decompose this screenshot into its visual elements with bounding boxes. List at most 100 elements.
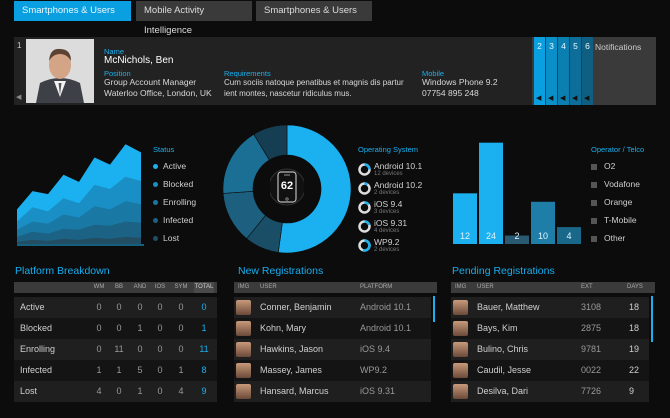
table-row[interactable]: Enrolling 0 11 0 0 0 11 [14,339,217,360]
avatar [453,384,468,399]
legend-label: Lost [163,233,180,243]
list-item[interactable]: Conner, Benjamin Android 10.1 [234,297,431,318]
list-item[interactable]: Massey, James WP9.2 [234,360,431,381]
platform-value: Android 10.1 [360,323,412,333]
os-legend-item[interactable]: iOS 9.31 4 devices [358,218,438,238]
column-header-ios[interactable]: IOS [154,284,166,290]
os-legend-item[interactable]: Android 10.1 12 devices [358,161,438,181]
table-row[interactable]: Lost 4 0 1 0 4 9 [14,381,217,402]
bar-3[interactable] [505,235,529,244]
legend-item-vodafone[interactable]: Vodafone [591,179,640,189]
os-ring-icon [358,220,371,233]
column-header-days[interactable]: DAYS [627,284,643,290]
list-item[interactable]: Bulino, Chris 9781 19 [451,339,649,360]
os-title: Operating System [358,145,419,154]
bar-4[interactable] [531,201,555,244]
platform-value: iOS 9.4 [360,344,391,354]
days-value: 18 [629,323,640,333]
table-row[interactable]: Active 0 0 0 0 0 0 [14,297,217,318]
bar-5[interactable] [557,227,581,244]
table-row[interactable]: Blocked 0 0 1 0 0 1 [14,318,217,339]
column-header-user[interactable]: USER [260,284,277,290]
notification-tab-4[interactable]: 4 ◀ [558,37,569,105]
os-device-count: 2 devices [374,190,400,196]
device-center: 62 [270,166,304,208]
column-header-img: IMG [238,284,250,290]
legend-item-o2[interactable]: O2 [591,161,615,171]
tab-smartphones-users-2[interactable]: Smartphones & Users [256,1,372,21]
list-item[interactable]: Desilva, Dari 7726 9 [451,381,649,402]
legend-item-lost[interactable]: Lost [153,233,179,243]
column-header-ext[interactable]: EXT [581,284,593,290]
operating-system-donut-chart [222,124,352,254]
tab-mobile-activity-intelligence[interactable]: Mobile Activity Intelligence [136,1,252,36]
legend-item-orange[interactable]: Orange [591,197,632,207]
bar-1[interactable] [453,193,477,244]
donut-slice-wp9-2[interactable] [253,124,288,161]
donut-slice-android-10-1[interactable] [277,124,352,254]
list-item[interactable]: Caudil, Jesse 0022 22 [451,360,649,381]
days-value: 19 [629,344,640,354]
list-item[interactable]: Bauer, Matthew 3108 18 [451,297,649,318]
column-header-wm[interactable]: WM [93,284,105,290]
cell-value: 11 [114,344,124,354]
profile-name: McNichols, Ben [104,55,174,66]
notifications-panel[interactable]: 2 ◀ 3 ◀ 4 ◀ 5 ◀ 6 ◀ Notifications [532,37,656,105]
legend-dot-icon [153,182,158,188]
legend-item-other[interactable]: Other [591,233,625,243]
column-header-user[interactable]: USER [477,284,494,290]
platform-breakdown-title: Platform Breakdown [15,265,110,277]
platform-value: Android 10.1 [360,302,412,312]
cell-value: 5 [137,365,143,375]
column-header-sym[interactable]: SYM [174,284,188,290]
user-name: Massey, James [260,365,322,375]
area-series-infected [17,221,141,244]
pending-registrations-scrollbar[interactable] [651,296,653,342]
legend-item-t-mobile[interactable]: T-Mobile [591,215,637,225]
os-legend-item[interactable]: WP9.2 2 devices [358,237,438,257]
notification-tab-number: 6 [585,41,590,51]
list-item[interactable]: Kohn, Mary Android 10.1 [234,318,431,339]
collapse-arrow-icon[interactable]: ◀ [16,94,22,101]
list-item[interactable]: Hawkins, Jason iOS 9.4 [234,339,431,360]
column-header-bb[interactable]: BB [114,284,123,290]
list-item[interactable]: Hansard, Marcus iOS 9.31 [234,381,431,402]
notifications-label: Notifications [595,42,642,52]
legend-label: Other [604,233,626,243]
tab-smartphones-users[interactable]: Smartphones & Users [14,1,131,21]
os-ring-icon [358,201,371,214]
legend-label: Infected [163,215,194,225]
bar-2[interactable] [479,142,503,244]
list-item[interactable]: Bays, Kim 2875 18 [451,318,649,339]
legend-item-infected[interactable]: Infected [153,215,193,225]
user-name: Hawkins, Jason [260,344,324,354]
notification-tab-6[interactable]: 6 ◀ [582,37,593,105]
os-ring-icon [358,182,371,195]
status-title: Status [153,145,175,154]
os-name: Android 10.2 [374,180,423,190]
notification-tab-5[interactable]: 5 ◀ [570,37,581,105]
legend-item-active[interactable]: Active [153,161,186,171]
avatar [453,300,468,315]
ext-value: 2875 [581,323,602,333]
legend-square-icon [591,199,597,206]
table-row[interactable]: Infected 1 1 5 0 1 8 [14,360,217,381]
column-header-platform[interactable]: PLATFORM [360,284,393,290]
notification-tab-2[interactable]: 2 ◀ [534,37,545,105]
ext-value: 3108 [581,302,602,312]
os-name: Android 10.1 [374,161,423,171]
legend-item-blocked[interactable]: Blocked [153,179,193,189]
os-legend-item[interactable]: Android 10.2 2 devices [358,180,438,200]
notification-tab-3[interactable]: 3 ◀ [546,37,557,105]
legend-label: Blocked [163,179,194,189]
new-registrations-scrollbar[interactable] [433,296,435,322]
user-profile-card[interactable]: 1 ◀ Name McNichols, Ben Position Group A… [14,37,532,105]
legend-item-enrolling[interactable]: Enrolling [153,197,196,207]
column-header-total[interactable]: TOTAL [194,282,214,293]
legend-dot-icon [153,236,158,242]
cell-value: 4 [96,386,102,396]
column-header-and[interactable]: AND [133,284,147,290]
status-area-chart [17,144,144,246]
os-legend-item[interactable]: iOS 9.4 3 devices [358,199,438,219]
legend-label: Orange [604,197,633,207]
